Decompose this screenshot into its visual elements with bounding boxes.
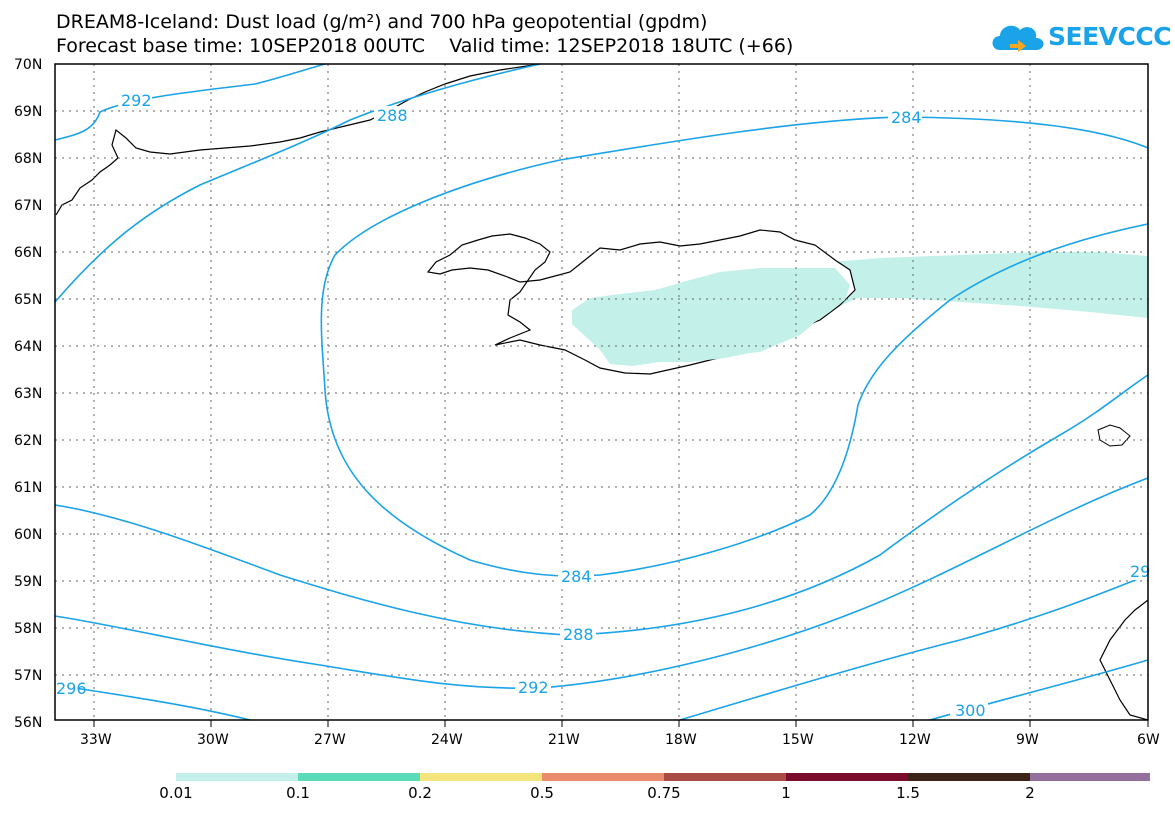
colorbar-swatch [664, 773, 786, 781]
colorbar [176, 773, 1150, 781]
colorbar-swatch [908, 773, 1030, 781]
contour-label: 292 [518, 678, 549, 697]
map-title: DREAM8-Iceland: Dust load (g/m²) and 700… [56, 11, 708, 33]
contour-label: 284 [561, 567, 592, 586]
contour-label: 29 [1130, 562, 1150, 581]
colorbar-label: 0.75 [647, 784, 681, 802]
colorbar-label: 1 [781, 784, 791, 802]
colorbar-label: 0.01 [159, 784, 193, 802]
contour-label: 300 [955, 701, 986, 720]
colorbar-label: 2 [1025, 784, 1035, 802]
scotland-coast [1099, 599, 1149, 721]
logo-text: SEEVCCC [1048, 22, 1172, 51]
colorbar-swatch [786, 773, 908, 781]
colorbar-swatch [1030, 773, 1150, 781]
lon-label: 30W [197, 732, 229, 748]
lon-label: 6W [1137, 732, 1160, 748]
greenland-coast [55, 63, 541, 216]
contour-label: 296 [56, 679, 87, 698]
lon-label: 9W [1016, 732, 1039, 748]
contour-label: 288 [563, 625, 594, 644]
colorbar-swatch [542, 773, 664, 781]
lat-label: 64N [14, 339, 42, 355]
colorbar-label: 0.1 [286, 784, 310, 802]
axis-ticks [93, 720, 1149, 727]
lon-label: 18W [665, 732, 697, 748]
geopotential-contours [54, 63, 1149, 721]
map-frame [54, 63, 1149, 721]
lat-label: 57N [14, 668, 42, 684]
lon-label: 33W [80, 732, 112, 748]
contour-label: 284 [891, 108, 922, 127]
lat-label: 62N [14, 433, 42, 449]
lat-label: 69N [14, 104, 42, 120]
lat-label: 70N [14, 57, 42, 73]
lat-label: 58N [14, 621, 42, 637]
contour-label: 292 [121, 91, 152, 110]
cloud-logo-icon [992, 25, 1044, 52]
seevccc-logo: SEEVCCC [988, 16, 1172, 60]
lat-label: 68N [14, 151, 42, 167]
colorbar-label: 1.5 [896, 784, 920, 802]
contour-label: 288 [377, 106, 408, 125]
lon-label: 24W [431, 732, 463, 748]
longitude-labels: 33W 30W 27W 24W 21W 18W 15W 12W 9W 6W [80, 732, 1160, 748]
lat-label: 59N [14, 574, 42, 590]
lat-label: 56N [14, 715, 42, 731]
lat-label: 60N [14, 527, 42, 543]
colorbar-label: 0.5 [530, 784, 554, 802]
colorbar-swatch [298, 773, 420, 781]
lon-label: 27W [314, 732, 346, 748]
faroe-islands [1097, 424, 1131, 447]
map-subtitle: Forecast base time: 10SEP2018 00UTC Vali… [56, 35, 794, 57]
lat-label: 67N [14, 198, 42, 214]
lon-label: 12W [899, 732, 931, 748]
colorbar-swatch [176, 773, 298, 781]
lat-label: 63N [14, 386, 42, 402]
lat-label: 66N [14, 245, 42, 261]
lat-label: 65N [14, 292, 42, 308]
latitude-labels: 70N 69N 68N 67N 66N 65N 64N 63N 62N 61N … [14, 57, 42, 731]
colorbar-label: 0.2 [408, 784, 432, 802]
lat-label: 61N [14, 480, 42, 496]
contour-label-group: 292 288 284 284 288 292 296 300 29 [55, 91, 1150, 720]
lon-label: 21W [548, 732, 580, 748]
gridlines [55, 64, 1148, 720]
colorbar-swatch [420, 773, 542, 781]
lon-label: 15W [782, 732, 814, 748]
